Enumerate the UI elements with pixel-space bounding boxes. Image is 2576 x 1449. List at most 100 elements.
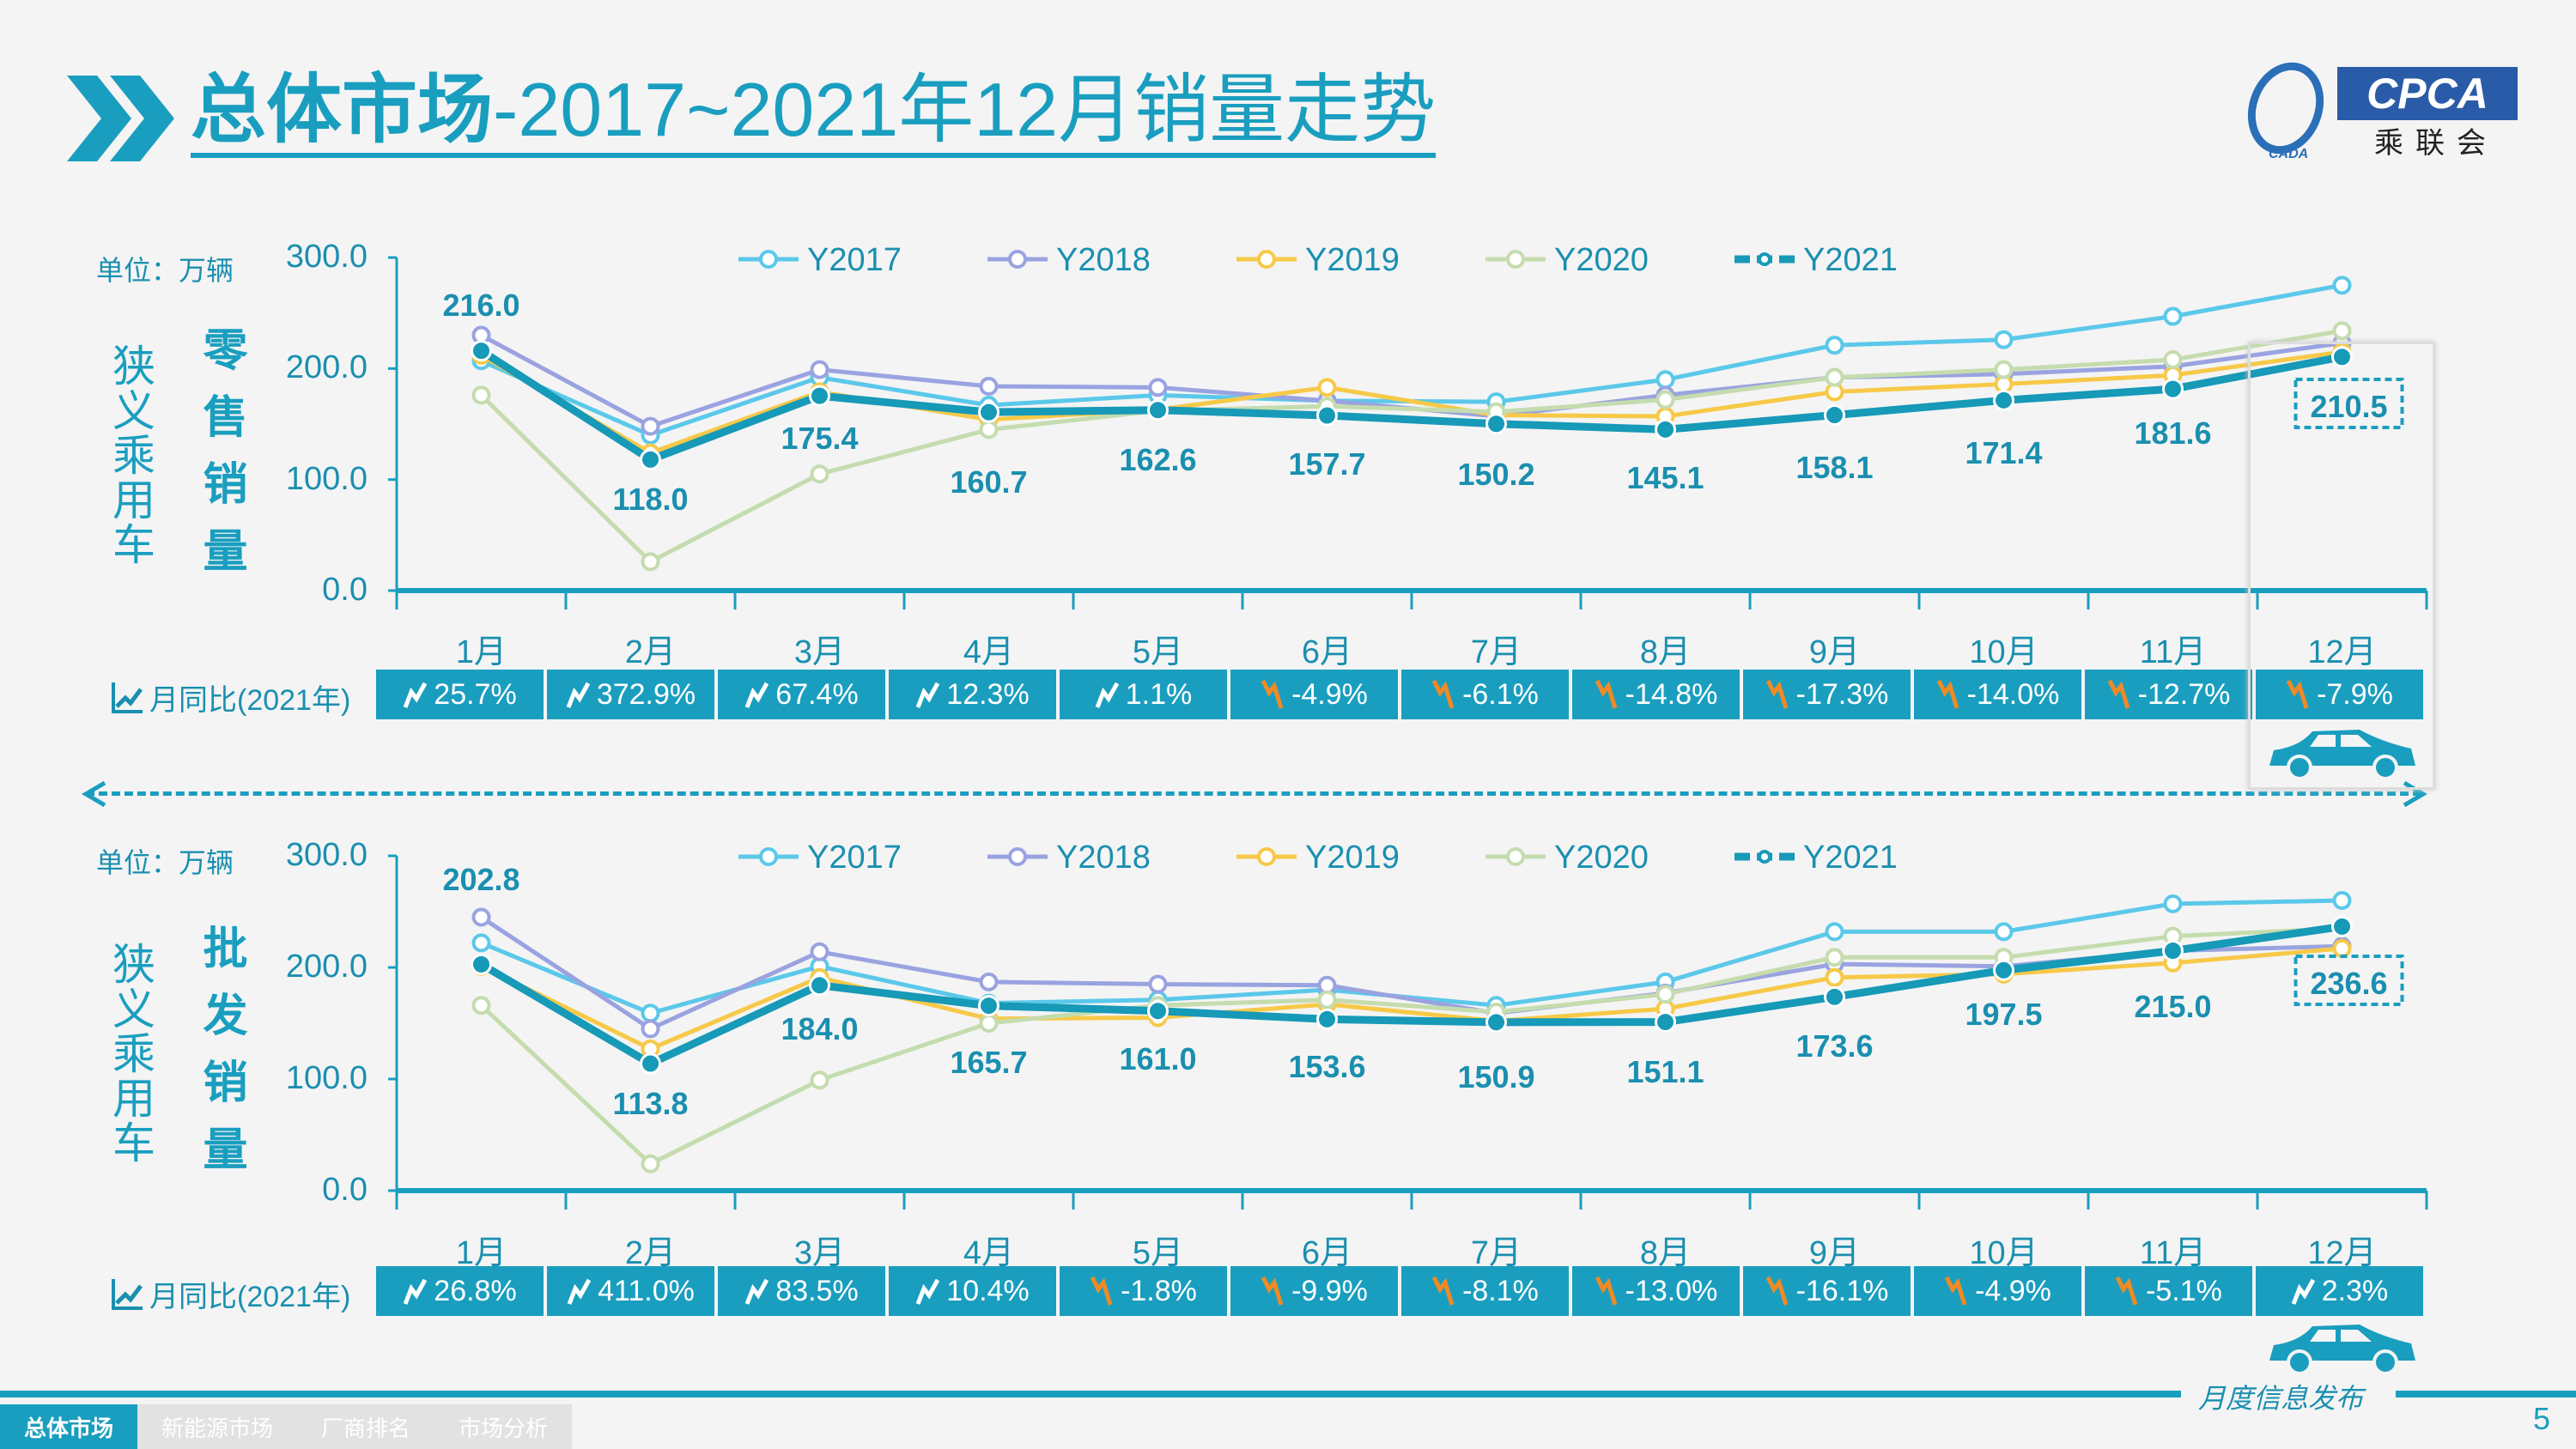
data-point-Y2021 (1316, 404, 1338, 427)
series-line-Y2018 (480, 333, 2342, 429)
data-point-Y2018 (1317, 975, 1337, 995)
data-point-Y2021 (640, 448, 661, 470)
tab-market-analysis[interactable]: 市场分析 (434, 1404, 573, 1449)
december-highlight-box (2248, 342, 2435, 790)
data-point-Y2021 (1824, 985, 1845, 1008)
yoy-cell: 10.4% (889, 1266, 1056, 1316)
data-point-Y2021 (1993, 959, 2014, 981)
data-point-Y2020 (1656, 985, 1675, 1004)
trend-up-icon (567, 1278, 592, 1305)
yoy-cell: 1.1% (1060, 670, 1227, 719)
data-point-Y2017 (1656, 972, 1675, 991)
legend-marker (1758, 252, 1771, 266)
data-label: 236.6 (2310, 966, 2387, 1001)
yoy-label: 月同比(2021年) (149, 1281, 351, 1313)
x-tick-label: 1月 (455, 634, 507, 670)
trend-down-icon (1431, 1276, 1455, 1306)
x-tick-label: 5月 (1132, 1235, 1184, 1271)
data-point-Y2017 (1317, 391, 1337, 410)
data-point-Y2019 (641, 443, 660, 463)
data-point-Y2019 (1317, 994, 1337, 1014)
trend-up-icon (744, 1278, 769, 1305)
trend-down-icon (1090, 1276, 1113, 1306)
data-label: 160.7 (950, 464, 1027, 500)
data-point-Y2018 (641, 1019, 660, 1039)
data-label: 175.4 (781, 421, 858, 456)
x-tick-label: 9月 (1808, 634, 1861, 670)
yoy-cell: -4.9% (1230, 670, 1398, 719)
x-tick-label: 11月 (2139, 634, 2207, 670)
yoy-value: 83.5% (775, 1274, 859, 1307)
data-point-Y2019 (2332, 938, 2352, 958)
trend-up-icon (403, 1278, 428, 1305)
data-label: 184.0 (781, 1011, 858, 1046)
data-point-Y2019 (1994, 964, 2014, 984)
data-point-Y2018 (1317, 391, 1337, 410)
trend-up-icon (403, 682, 428, 708)
data-label: 215.0 (2134, 989, 2211, 1024)
legend-marker (759, 847, 778, 866)
data-point-Y2021 (1655, 418, 1676, 440)
data-point-Y2021 (1147, 399, 1169, 421)
title-rest: -2017~2021年12月销量走势 (493, 67, 1437, 152)
data-point-Y2020 (471, 385, 491, 405)
tab-overall-market[interactable]: 总体市场 (0, 1404, 138, 1449)
data-point-Y2020 (1148, 401, 1168, 421)
data-point-Y2019 (1656, 999, 1675, 1019)
trend-chart-icon (112, 1278, 143, 1310)
page-number: 5 (2533, 1401, 2551, 1436)
trend-down-icon (1595, 679, 1618, 709)
tab-new-energy-market[interactable]: 新能源市场 (137, 1404, 298, 1449)
data-point-Y2017 (1994, 922, 2014, 942)
data-label: 202.8 (442, 862, 519, 897)
data-point-Y2019 (1825, 967, 1844, 987)
data-point-Y2019 (810, 382, 829, 402)
data-point-Y2019 (641, 1039, 660, 1058)
trend-up-icon (1095, 682, 1119, 708)
data-point-Y2021 (471, 953, 492, 975)
y-tick-label: 200.0 (285, 349, 368, 386)
yoy-row: 26.8% 411.0% 83.5% 10.4% -1.8% -9.9% -8.1% -13.… (376, 1266, 2423, 1316)
tab-manufacturer-ranking[interactable]: 厂商排名 (297, 1404, 435, 1449)
yoy-cell: -7.9% (2256, 670, 2423, 719)
data-point-Y2020 (810, 464, 829, 484)
data-point-Y2020 (2163, 349, 2183, 369)
data-point-Y2019 (1825, 382, 1844, 402)
yoy-value: -9.9% (1291, 1274, 1368, 1307)
data-point-Y2020 (1317, 397, 1337, 416)
data-point-Y2019 (2163, 366, 2183, 385)
yoy-cell: -14.0% (1914, 670, 2081, 719)
legend-marker (1008, 847, 1027, 866)
data-point-Y2019 (1317, 378, 1337, 397)
yoy-value: 67.4% (775, 677, 859, 711)
arrow-left-icon (82, 780, 106, 808)
series-line-Y2020 (479, 328, 2342, 565)
data-point-Y2021 (1824, 404, 1845, 427)
x-tick-label: 7月 (1470, 634, 1522, 670)
yoy-value: -4.9% (1975, 1274, 2051, 1307)
legend-label: Y2020 (1554, 840, 1649, 876)
y-tick-label: 200.0 (285, 949, 368, 985)
data-label: 173.6 (1795, 1028, 1873, 1064)
data-label: 161.0 (1119, 1041, 1196, 1076)
yoy-value: -6.1% (1462, 677, 1539, 711)
data-point-Y2019 (979, 1009, 999, 1028)
data-point-Y2018 (1148, 974, 1168, 994)
data-point-Y2021 (978, 401, 999, 423)
series-line-Y2020 (479, 926, 2342, 1167)
data-point-Y2019 (1656, 406, 1675, 426)
data-point-Y2020 (641, 552, 660, 572)
series-line-Y2021 (479, 922, 2343, 1069)
legend-label: Y2018 (1056, 840, 1151, 876)
data-point-Y2021 (1316, 1008, 1338, 1030)
legend-label: Y2017 (807, 840, 902, 876)
yoy-cell: 2.3% (2256, 1266, 2423, 1316)
section-tabs: 总体市场 新能源市场 厂商排名 市场分析 (0, 1404, 573, 1449)
data-label: 181.6 (2134, 415, 2211, 451)
y-tick-label: 300.0 (285, 837, 368, 873)
data-point-Y2019 (810, 967, 829, 987)
data-label: 145.1 (1626, 460, 1704, 495)
x-tick-label: 8月 (1639, 634, 1692, 670)
data-point-Y2018 (641, 416, 660, 436)
x-tick-label: 1月 (455, 1235, 507, 1271)
